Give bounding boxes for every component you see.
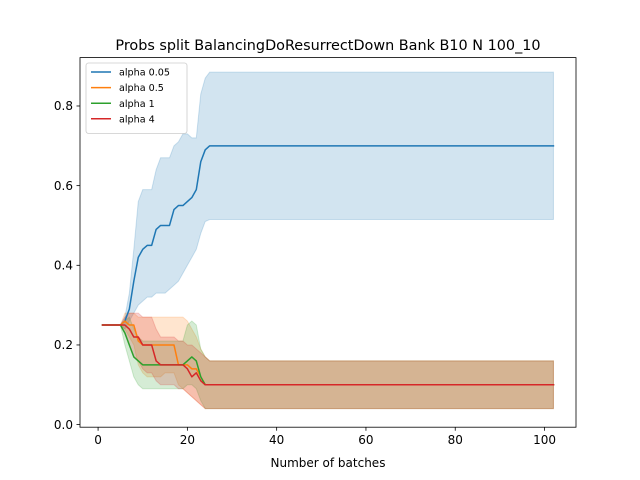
legend-label: alpha 0.05 — [119, 68, 170, 79]
legend-box — [85, 62, 188, 134]
x-tick-label: 100 — [533, 433, 556, 447]
y-tick-label: 0.2 — [54, 338, 73, 352]
x-tick-label: 40 — [269, 433, 284, 447]
x-tick-label: 20 — [180, 433, 195, 447]
legend-label: alpha 0.5 — [119, 83, 164, 94]
y-axis: 0.0 0.2 0.4 0.6 0.8 — [54, 99, 80, 432]
x-axis-label: Number of batches — [271, 456, 386, 470]
legend-label: alpha 4 — [119, 114, 155, 125]
chart-title: Probs split BalancingDoResurrectDown Ban… — [115, 38, 540, 54]
series-line-0 — [101, 145, 555, 326]
x-tick-label: 80 — [448, 433, 463, 447]
y-tick-label: 0.6 — [54, 179, 73, 193]
x-tick-label: 60 — [358, 433, 373, 447]
legend-label: alpha 1 — [119, 99, 155, 110]
plot-area — [101, 71, 555, 410]
y-tick-label: 0.4 — [54, 259, 73, 273]
x-tick-label: 0 — [94, 433, 102, 447]
axes-frame — [79, 57, 577, 428]
y-tick-label: 0.0 — [54, 418, 73, 432]
legend: alpha 0.05 alpha 0.5 alpha 1 alpha 4 — [85, 62, 188, 134]
y-tick-label: 0.8 — [54, 99, 73, 113]
series-line-3 — [101, 324, 555, 386]
x-axis: 0 20 40 60 80 100 — [94, 427, 556, 447]
